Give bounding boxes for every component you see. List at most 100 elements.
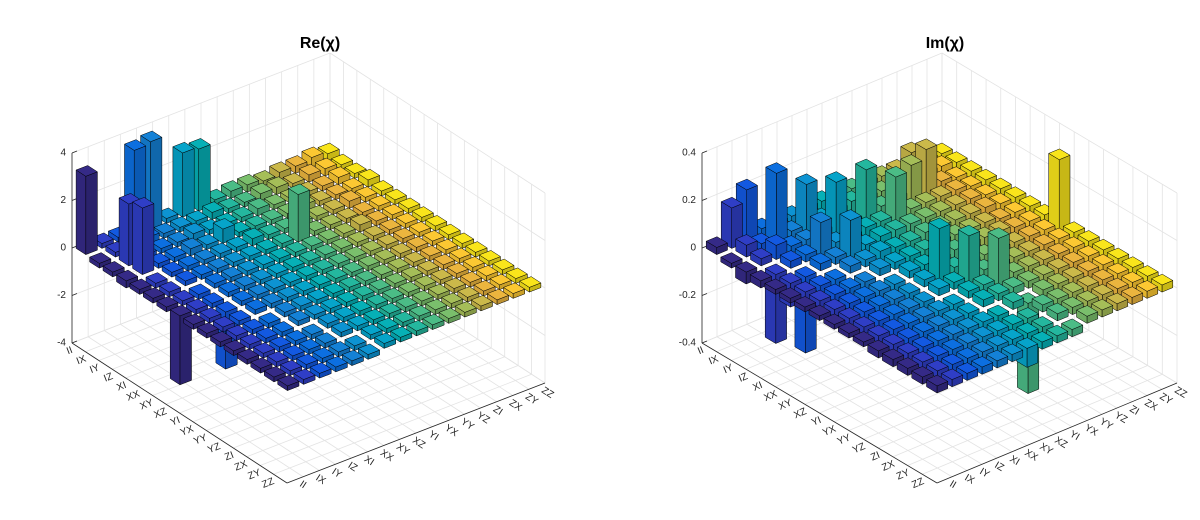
bar-face bbox=[1018, 210, 1041, 222]
bar bbox=[360, 240, 383, 257]
bar-face bbox=[328, 252, 351, 264]
bar-face bbox=[325, 267, 348, 279]
z-tick bbox=[701, 150, 708, 154]
row-label: ZZ bbox=[261, 476, 276, 491]
bar bbox=[330, 237, 354, 254]
bar bbox=[381, 203, 405, 221]
bar bbox=[1092, 238, 1115, 258]
bar-face bbox=[1136, 265, 1159, 277]
bar bbox=[360, 323, 383, 341]
bar-face bbox=[971, 326, 995, 338]
bar bbox=[1030, 331, 1054, 350]
floor-grid-line bbox=[233, 347, 492, 449]
col-label: IX bbox=[313, 473, 327, 488]
bar bbox=[839, 209, 862, 259]
bar-face bbox=[414, 275, 437, 287]
bar bbox=[376, 233, 399, 251]
row-label: IX bbox=[75, 354, 88, 368]
bar bbox=[285, 241, 308, 258]
bar-face bbox=[89, 252, 112, 264]
bar-face bbox=[287, 310, 311, 322]
bar-face bbox=[1032, 248, 1055, 261]
bar bbox=[317, 312, 340, 329]
bar-face bbox=[395, 296, 418, 308]
bar-face bbox=[1001, 291, 1025, 303]
bar-face bbox=[1061, 296, 1084, 308]
bar-face bbox=[779, 287, 802, 299]
bar-face bbox=[1003, 201, 1027, 213]
bar bbox=[898, 245, 922, 264]
bar bbox=[183, 222, 206, 242]
bar-face bbox=[102, 261, 125, 273]
bar-face bbox=[212, 218, 236, 230]
bar bbox=[177, 255, 201, 272]
bar-face bbox=[974, 183, 997, 196]
floor-grid-line bbox=[848, 330, 1090, 431]
bar-face bbox=[882, 318, 905, 330]
bar bbox=[424, 298, 448, 316]
bar bbox=[974, 168, 998, 188]
bar-face bbox=[809, 252, 832, 265]
row-label: ZZ bbox=[910, 476, 926, 491]
bar-face bbox=[223, 251, 246, 263]
bar bbox=[408, 305, 432, 322]
row-label: XX bbox=[125, 389, 142, 404]
grid-line bbox=[329, 52, 546, 194]
bar-face bbox=[266, 176, 289, 188]
bar-face bbox=[297, 189, 310, 243]
bar-face bbox=[269, 336, 292, 348]
bar-face bbox=[344, 246, 367, 258]
bar bbox=[395, 212, 418, 229]
bar bbox=[1033, 218, 1056, 238]
bar-face bbox=[883, 251, 907, 263]
row-label: XY bbox=[777, 397, 794, 412]
floor-grid-line bbox=[246, 356, 505, 458]
row-label: IZ bbox=[737, 371, 749, 385]
bar-face bbox=[1046, 287, 1070, 300]
bar bbox=[1045, 324, 1069, 344]
bar bbox=[1062, 221, 1086, 241]
bar bbox=[1090, 298, 1114, 318]
bar-face bbox=[338, 276, 362, 288]
bar bbox=[392, 311, 416, 328]
bar-face bbox=[277, 286, 300, 298]
bar-face bbox=[1058, 154, 1071, 232]
bar-face bbox=[309, 190, 332, 202]
bar-face bbox=[140, 130, 163, 143]
row-label: YY bbox=[836, 432, 853, 447]
bar-face bbox=[269, 247, 292, 259]
bar-face bbox=[1062, 251, 1085, 263]
col-label: ZZ bbox=[539, 385, 555, 401]
bar-face bbox=[1076, 275, 1100, 287]
bar-face bbox=[838, 307, 861, 319]
bar-face bbox=[896, 342, 920, 354]
row-label: ZI bbox=[223, 450, 235, 463]
bar-face bbox=[142, 287, 166, 299]
bar bbox=[363, 225, 386, 242]
grid-line bbox=[701, 52, 943, 154]
bar bbox=[451, 232, 475, 249]
bar-face bbox=[1033, 218, 1056, 231]
bar-face bbox=[868, 279, 891, 292]
bar-face bbox=[285, 329, 308, 342]
bar-face bbox=[955, 362, 979, 374]
bar-face bbox=[239, 245, 262, 257]
bar bbox=[282, 344, 305, 362]
bar bbox=[384, 188, 408, 206]
bar-face bbox=[381, 203, 405, 216]
bar-face bbox=[764, 234, 788, 246]
bar bbox=[1001, 328, 1024, 348]
bar-face bbox=[209, 242, 233, 254]
bar bbox=[309, 273, 332, 291]
bar bbox=[312, 175, 335, 192]
bar-face bbox=[215, 301, 238, 313]
bar bbox=[368, 278, 391, 296]
bar bbox=[765, 162, 788, 246]
bar-face bbox=[438, 307, 461, 319]
bar-face bbox=[957, 224, 981, 237]
bar-face bbox=[1076, 260, 1100, 272]
bar bbox=[226, 324, 249, 342]
bar bbox=[794, 243, 818, 263]
bar-face bbox=[161, 261, 184, 273]
bar bbox=[180, 237, 203, 257]
